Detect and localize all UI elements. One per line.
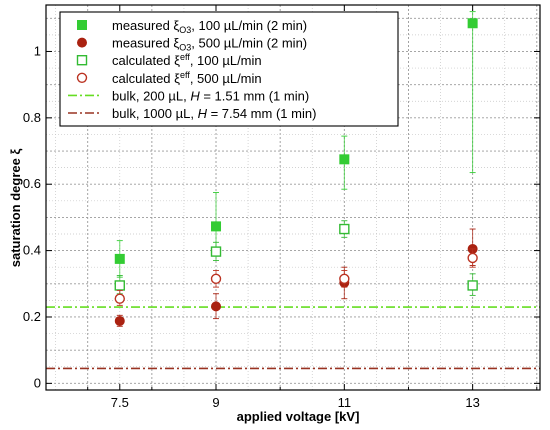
y-tick-label: 1 (34, 43, 41, 58)
x-tick-label: 13 (465, 395, 479, 410)
y-tick-label: 0 (34, 375, 41, 390)
data-point (210, 273, 222, 285)
legend-label: bulk, 200 µL, H = 1.51 mm (1 min) (112, 88, 309, 103)
data-point (339, 273, 350, 285)
legend-box (59, 11, 399, 127)
data-point (467, 18, 478, 29)
data-point (114, 253, 125, 264)
series-3 (114, 220, 478, 296)
data-point (339, 154, 350, 165)
legend-symbol (76, 72, 88, 84)
series-layer (114, 11, 478, 327)
ticks: 7.5 9 11 13 0 0.2 0.4 0.6 0.8 1 (23, 5, 540, 410)
x-tick-label: 9 (212, 395, 219, 410)
legend-symbol (77, 37, 87, 48)
series-1 (114, 11, 478, 278)
data-point (114, 293, 125, 304)
grid (46, 5, 540, 390)
y-axis-label: saturation degree ξ (8, 149, 23, 268)
x-axis-label: applied voltage [kV] (237, 409, 360, 424)
y-tick-label: 0.2 (23, 309, 41, 324)
y-tick-label: 0.8 (23, 110, 41, 125)
data-point (467, 280, 478, 291)
legend-symbol (76, 55, 88, 66)
y-tick-label: 0.4 (23, 243, 41, 258)
legend: measured ξO3, 100 µL/min (2 min)measured… (59, 11, 399, 127)
legend-label: calculated ξeff, 500 µL/min (112, 70, 262, 86)
series-4 (114, 248, 478, 306)
data-point (114, 280, 125, 291)
bulk-lines (46, 306, 540, 370)
legend-label: measured ξO3, 100 µL/min (2 min) (112, 18, 307, 35)
data-point (339, 223, 350, 235)
data-point (467, 252, 478, 264)
x-tick-label: 7.5 (111, 395, 129, 410)
legend-label: calculated ξeff, 100 µL/min (112, 52, 262, 68)
data-point (210, 246, 222, 257)
data-point (114, 315, 125, 326)
legend-symbol (77, 20, 87, 30)
data-point (211, 221, 222, 232)
legend-label: bulk, 1000 µL, H = 7.54 mm (1 min) (112, 106, 316, 121)
y-tick-label: 0.6 (23, 176, 41, 191)
legend-label: measured ξO3, 500 µL/min (2 min) (112, 36, 307, 53)
x-tick-label: 11 (338, 395, 352, 410)
plot-frame (45, 4, 541, 391)
data-point (211, 301, 222, 312)
